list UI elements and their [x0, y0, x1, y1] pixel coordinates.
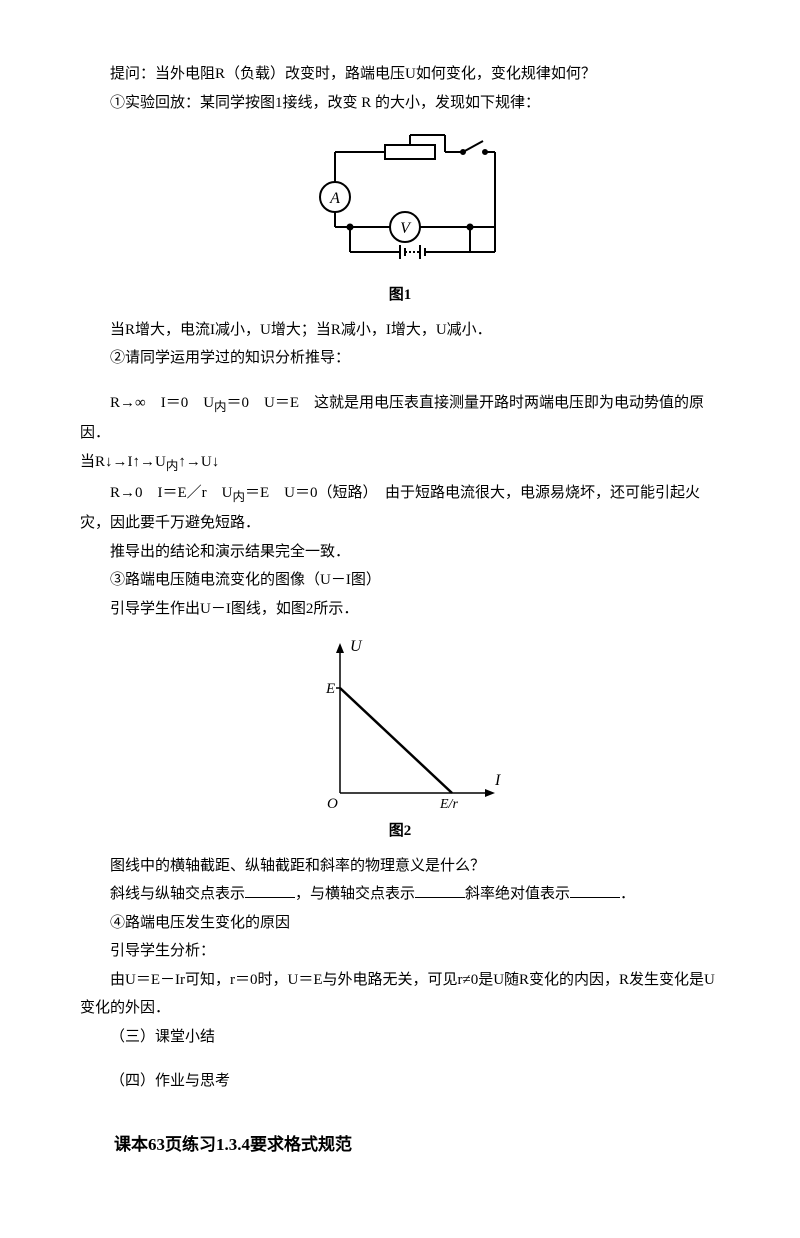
internal-external-cause: 由U＝E－Ir可知，r＝0时，U＝E与外电路无关，可见r≠0是U随R变化的内因，…	[80, 966, 720, 1023]
draw-graph-prompt: 引导学生作出U－I图线，如图2所示．	[80, 595, 720, 624]
experiment-replay: ①实验回放：某同学按图1接线，改变 R 的大小，发现如下规律：	[80, 89, 720, 118]
svg-text:A: A	[329, 190, 340, 207]
case-r-decrease: 当R↓→I↑→U内↑→U↓	[80, 448, 720, 479]
svg-text:V: V	[400, 220, 412, 237]
case-r-zero: R→0 I＝E／r U内＝E U＝0（短路） 由于短路电流很大，电源易烧坏，还可…	[80, 479, 720, 538]
question-prompt: 提问：当外电阻R（负载）改变时，路端电压U如何变化，变化规律如何？	[80, 60, 720, 89]
derivation-prompt: ②请同学运用学过的知识分析推导：	[80, 344, 720, 373]
subscript-nei: 内	[214, 400, 227, 414]
graph-meaning-question: 图线中的横轴截距、纵轴截距和斜率的物理意义是什么？	[80, 852, 720, 881]
subscript-nei: 内	[166, 459, 179, 473]
blank-y-intercept[interactable]	[245, 882, 295, 898]
text-segment: R→∞ I＝0 U	[110, 395, 214, 411]
blank-slope[interactable]	[570, 882, 620, 898]
case-r-infinite: R→∞ I＝0 U内＝0 U＝E 这就是用电压表直接测量开路时两端电压即为电动势…	[80, 389, 720, 448]
voltage-change-reason: ④路端电压发生变化的原因	[80, 909, 720, 938]
fill-blank-line: 斜线与纵轴交点表示 ，与横轴交点表示 斜率绝对值表示 ．	[80, 880, 720, 909]
text-segment: 斜线与纵轴交点表示	[110, 886, 245, 902]
text-segment: ．	[620, 886, 635, 902]
text-segment: 斜率绝对值表示	[465, 886, 570, 902]
conclusion-match: 推导出的结论和演示结果完全一致．	[80, 538, 720, 567]
section-summary: （三）课堂小结	[80, 1023, 720, 1052]
x-axis-label: I	[494, 772, 501, 789]
y-intercept-label: E	[325, 681, 335, 697]
text-segment: R→0 I＝E／r U	[110, 485, 233, 501]
figure-2-graph: U I E O E/r	[80, 633, 720, 813]
text-segment: ，与横轴交点表示	[295, 886, 415, 902]
homework-text: 课本63页练习1.3.4要求格式规范	[80, 1129, 720, 1161]
ui-graph-svg: U I E O E/r	[290, 633, 510, 813]
figure-1-circuit: A V	[80, 127, 720, 277]
guide-analysis: 引导学生分析：	[80, 937, 720, 966]
circuit-diagram-svg: A V	[285, 127, 515, 277]
text-segment: 当R↓→I↑→U	[80, 454, 166, 470]
figure-2-label: 图2	[80, 817, 720, 846]
observation-text: 当R增大，电流I减小，U增大；当R减小，I增大，U减小．	[80, 316, 720, 345]
figure-1-label: 图1	[80, 281, 720, 310]
text-segment: ↑→U↓	[178, 454, 219, 470]
ui-graph-intro: ③路端电压随电流变化的图像（U－I图）	[80, 566, 720, 595]
x-intercept-label: E/r	[439, 797, 458, 812]
y-axis-label: U	[350, 638, 363, 655]
blank-x-intercept[interactable]	[415, 882, 465, 898]
section-homework: （四）作业与思考	[80, 1067, 720, 1096]
origin-label: O	[327, 796, 338, 812]
subscript-nei: 内	[233, 490, 246, 504]
